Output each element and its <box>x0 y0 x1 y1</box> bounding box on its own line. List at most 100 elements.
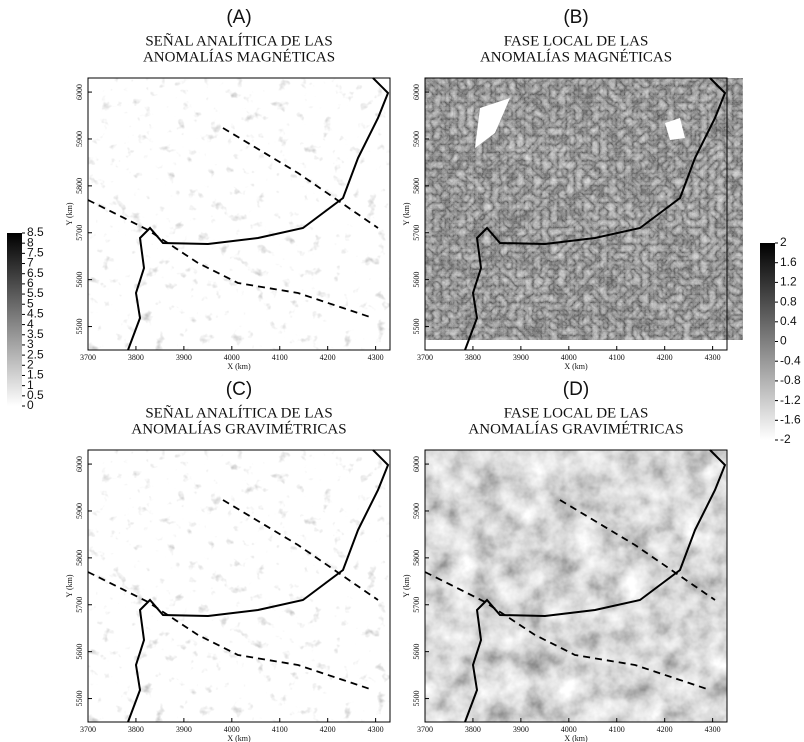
colorbar-label: 2 <box>27 357 34 371</box>
x-tick-label: 4300 <box>368 725 384 734</box>
x-tick-label: 3700 <box>417 353 433 362</box>
colorbar-label: 1.6 <box>780 255 797 269</box>
data-gap <box>475 98 510 148</box>
x-tick-label: 4300 <box>705 353 721 362</box>
coastline <box>464 77 727 351</box>
y-axis-label: Y (km) <box>65 202 74 225</box>
colorbar-label: 6.5 <box>27 266 44 280</box>
fault-line <box>424 499 716 691</box>
x-tick-label: 4100 <box>272 353 288 362</box>
colorbar-label: 0.5 <box>27 388 44 402</box>
colorbar-label: 1.2 <box>780 275 797 289</box>
x-tick-label: 4100 <box>609 725 625 734</box>
x-tick-label: 3800 <box>128 725 144 734</box>
y-tick-label: 5700 <box>75 225 84 241</box>
colorbar-label: 1.5 <box>27 368 44 382</box>
colorbar-label: 4.5 <box>27 307 44 321</box>
axes-frame <box>424 77 728 351</box>
panel-title: ANOMALÍAS GRAVIMÉTRICAS <box>131 420 346 437</box>
y-tick-label: 6000 <box>75 456 84 472</box>
fault-line <box>87 127 379 319</box>
colorbar-label: 7.5 <box>27 246 44 260</box>
coastline <box>127 449 390 723</box>
colorbar-label: 5.5 <box>27 286 44 300</box>
x-axis-label: X (km) <box>227 734 251 742</box>
panel-title: FASE LOCAL DE LAS <box>504 405 649 421</box>
colorbar <box>760 243 775 440</box>
colorbar <box>7 233 22 406</box>
x-axis-label: X (km) <box>564 734 588 742</box>
colorbar-label: 2.5 <box>27 347 44 361</box>
x-tick-label: 4200 <box>320 725 336 734</box>
fault-line <box>87 499 379 691</box>
y-axis-label: Y (km) <box>402 574 411 597</box>
colorbar-label: 0 <box>780 334 787 348</box>
x-tick-label: 4000 <box>561 725 577 734</box>
x-tick-label: 3700 <box>417 725 433 734</box>
y-tick-label: 5700 <box>412 225 421 241</box>
y-tick-label: 5700 <box>75 597 84 613</box>
y-tick-label: 5700 <box>412 597 421 613</box>
y-tick-label: 5900 <box>412 131 421 147</box>
axes-frame <box>87 77 391 351</box>
x-axis-label: X (km) <box>564 362 588 371</box>
colorbar-label: 3 <box>27 337 34 351</box>
y-tick-label: 5600 <box>412 644 421 660</box>
x-tick-label: 4200 <box>657 725 673 734</box>
y-tick-label: 5600 <box>412 272 421 288</box>
x-tick-label: 4300 <box>368 353 384 362</box>
y-tick-label: 5800 <box>412 178 421 194</box>
panel-title: ANOMALÍAS GRAVIMÉTRICAS <box>468 420 683 437</box>
panel-label: (B) <box>563 7 588 28</box>
colorbar-label: -1.2 <box>780 393 801 407</box>
y-tick-label: 5800 <box>75 178 84 194</box>
y-tick-label: 5900 <box>75 503 84 519</box>
colorbar-label: -1.6 <box>780 412 801 426</box>
colorbar-label: 7 <box>27 256 34 270</box>
x-tick-label: 4000 <box>561 353 577 362</box>
colorbar-label: 4 <box>27 317 34 331</box>
x-tick-label: 3900 <box>513 353 529 362</box>
colorbar-label: 3.5 <box>27 327 44 341</box>
y-tick-label: 5800 <box>412 550 421 566</box>
colorbar-label: 6 <box>27 276 34 290</box>
colorbar-label: 0.8 <box>780 294 797 308</box>
panel-title: SEÑAL ANALÍTICA DE LAS <box>145 32 332 49</box>
colorbar-label: -0.4 <box>780 353 801 367</box>
axes-frame <box>424 449 728 723</box>
x-tick-label: 3900 <box>176 353 192 362</box>
y-tick-label: 5600 <box>75 272 84 288</box>
x-tick-label: 3800 <box>465 725 481 734</box>
y-tick-label: 5900 <box>75 131 84 147</box>
panel-label: (C) <box>226 379 252 400</box>
x-tick-label: 4000 <box>224 353 240 362</box>
x-tick-label: 3900 <box>176 725 192 734</box>
panel-title: SEÑAL ANALÍTICA DE LAS <box>145 404 332 421</box>
x-axis-label: X (km) <box>227 362 251 371</box>
x-tick-label: 4200 <box>320 353 336 362</box>
panel-label: (A) <box>226 7 251 28</box>
x-tick-label: 4000 <box>224 725 240 734</box>
colorbar-label: 5 <box>27 296 34 310</box>
y-tick-label: 5500 <box>75 319 84 335</box>
panel-title: FASE LOCAL DE LAS <box>504 33 649 49</box>
colorbar-label: 8 <box>27 235 34 249</box>
x-tick-label: 4100 <box>272 725 288 734</box>
map-raster <box>425 78 743 340</box>
x-tick-label: 3700 <box>80 353 96 362</box>
y-axis-label: Y (km) <box>402 202 411 225</box>
coastline <box>127 77 390 351</box>
y-tick-label: 5500 <box>75 691 84 707</box>
colorbar-label: 1 <box>27 378 34 392</box>
panel-title: ANOMALÍAS MAGNÉTICAS <box>143 48 335 65</box>
y-tick-label: 6000 <box>412 456 421 472</box>
y-tick-label: 5800 <box>75 550 84 566</box>
colorbar-label: -2 <box>780 432 791 446</box>
y-axis-label: Y (km) <box>65 574 74 597</box>
x-tick-label: 4200 <box>657 353 673 362</box>
colorbar-label: 8.5 <box>27 225 44 239</box>
data-gap <box>665 118 685 140</box>
